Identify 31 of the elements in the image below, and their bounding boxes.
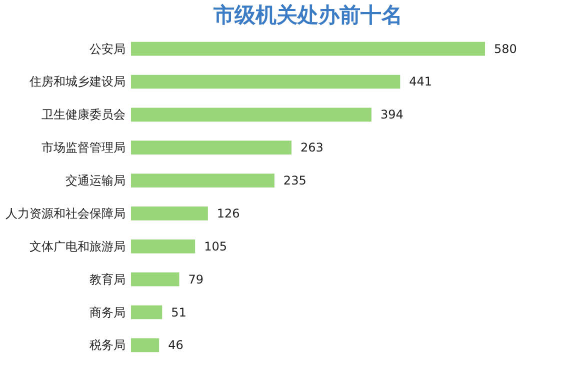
data-label: 235	[283, 174, 306, 188]
data-label: 105	[204, 239, 227, 254]
data-label: 441	[409, 74, 432, 89]
y-tick-label: 人力资源和社会保障局	[6, 206, 126, 220]
bar	[131, 305, 162, 320]
y-tick-label: 商务局	[90, 305, 126, 320]
y-tick-label: 文体广电和旅游局	[30, 239, 126, 254]
bar	[131, 272, 180, 286]
data-label: 394	[380, 108, 404, 122]
bar	[131, 174, 274, 188]
bar	[131, 206, 208, 220]
data-label: 580	[494, 42, 517, 56]
data-label: 79	[188, 272, 204, 286]
bar	[131, 42, 485, 56]
y-tick-label: 公安局	[90, 42, 126, 56]
data-label: 263	[300, 140, 324, 155]
data-label: 51	[171, 305, 186, 320]
bar	[131, 338, 160, 352]
y-tick-label: 教育局	[90, 272, 126, 286]
data-label: 126	[216, 206, 240, 220]
y-tick-label: 交通运输局	[66, 174, 126, 188]
data-label: 46	[168, 338, 184, 352]
y-tick-label: 卫生健康委员会	[42, 108, 126, 122]
y-tick-label: 市场监督管理局	[42, 140, 126, 155]
bar	[131, 74, 400, 89]
bar	[131, 239, 196, 254]
bar	[131, 140, 292, 155]
y-tick-label: 税务局	[90, 338, 126, 352]
y-tick-label: 住房和城乡建设局	[28, 74, 126, 89]
chart-title: 市级机关处办前十名	[212, 3, 402, 27]
bar	[131, 108, 372, 122]
